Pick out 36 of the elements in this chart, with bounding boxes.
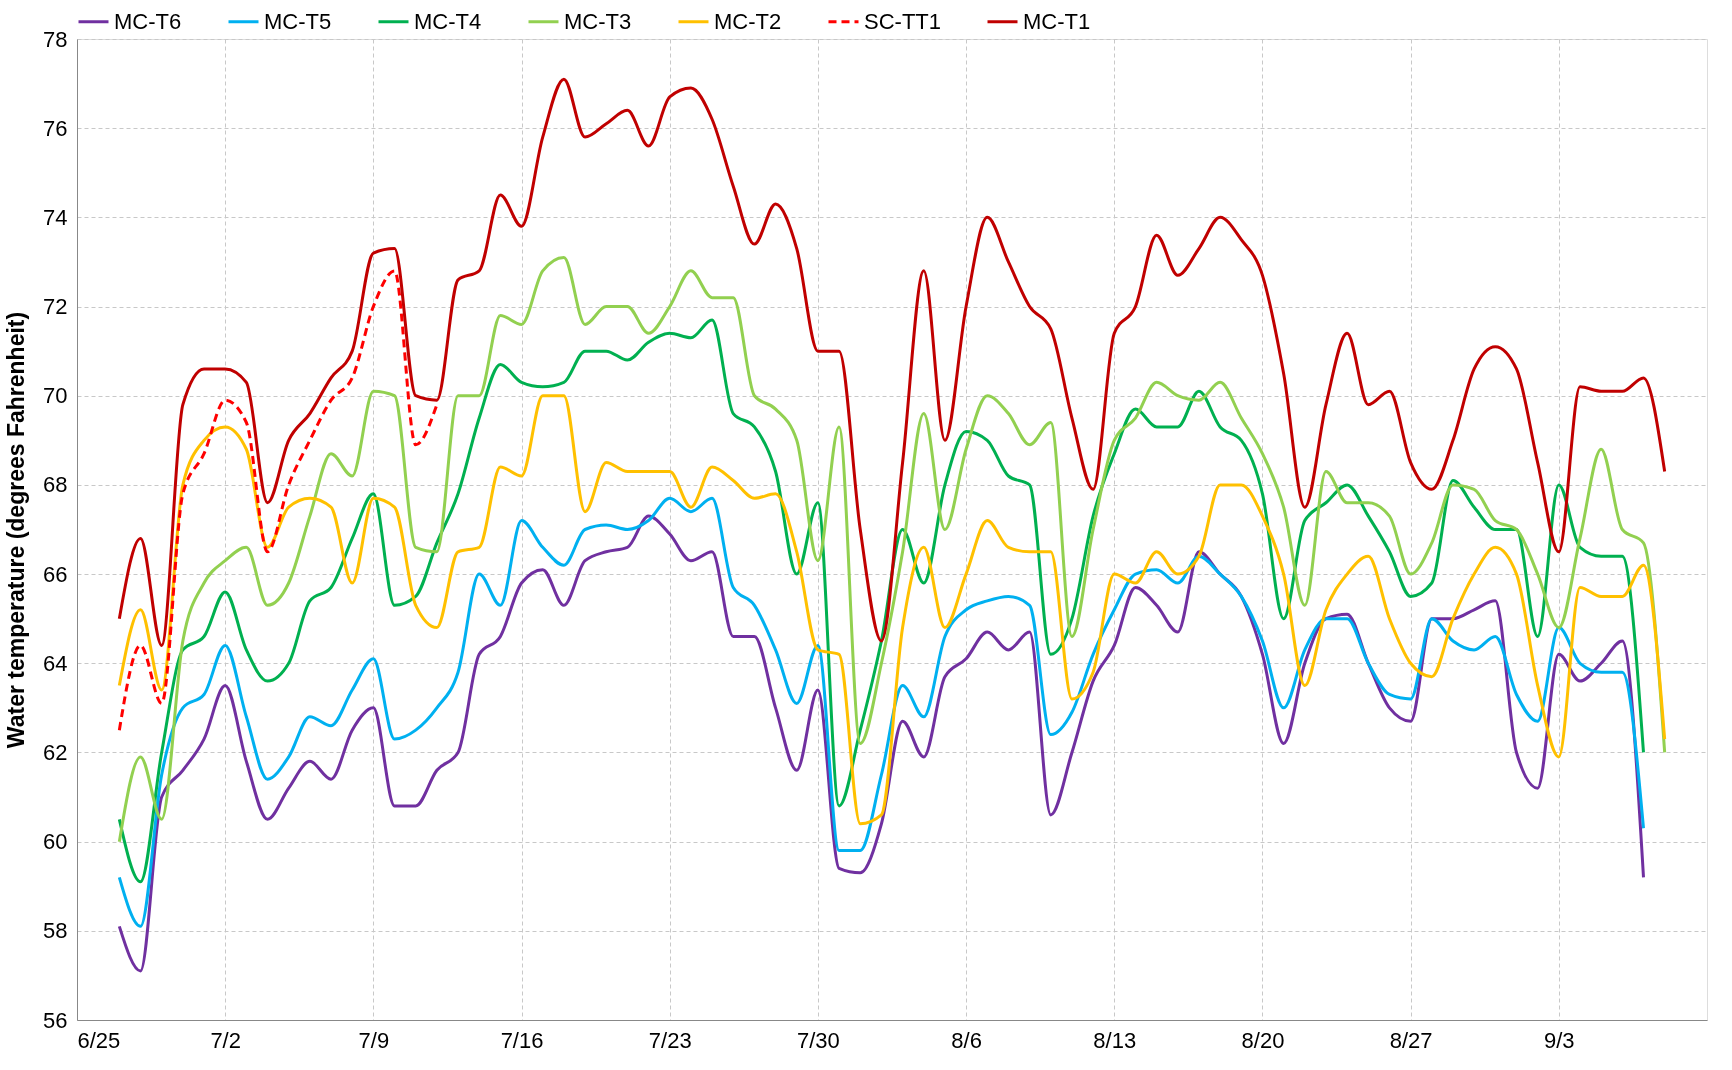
x-tick-label: 6/25: [77, 1027, 121, 1053]
legend-label: MC-T5: [264, 8, 332, 34]
line-series: [117, 269, 439, 732]
y-tick-label: 58: [43, 918, 68, 944]
legend-label: MC-T3: [564, 8, 632, 34]
y-axis-title: Water temperature (degrees Fahrenheit): [3, 311, 30, 749]
y-tick-label: 62: [43, 739, 68, 765]
y-tick-label: 64: [43, 650, 68, 676]
x-tick-label: 7/16: [500, 1027, 544, 1053]
x-tick-label: 7/30: [797, 1027, 840, 1053]
legend-label: SC-TT1: [864, 8, 941, 34]
legend-label: MC-T2: [714, 8, 782, 34]
x-tick-label: 7/23: [648, 1027, 692, 1053]
line-series: [117, 77, 1667, 647]
line-series: [117, 256, 1667, 844]
y-tick-label: 74: [43, 204, 68, 230]
x-tick-label: 7/2: [210, 1027, 241, 1053]
line-series: [117, 394, 1667, 826]
legend-label: MC-T1: [1023, 8, 1091, 34]
x-tick-label: 8/27: [1389, 1027, 1433, 1053]
y-tick-label: 60: [43, 829, 68, 855]
y-tick-label: 66: [43, 561, 68, 587]
x-tick-label: 8/20: [1241, 1027, 1285, 1053]
y-tick-label: 72: [43, 294, 68, 320]
line-series: [117, 318, 1645, 884]
legend-label: MC-T6: [114, 8, 182, 34]
y-tick-label: 68: [43, 472, 68, 498]
y-tick-label: 78: [43, 26, 68, 52]
x-tick-label: 8/6: [951, 1027, 982, 1053]
x-tick-label: 8/13: [1093, 1027, 1137, 1053]
y-tick-label: 76: [43, 115, 68, 141]
legend-label: MC-T4: [414, 8, 482, 34]
x-tick-label: 9/3: [1544, 1027, 1575, 1053]
y-tick-label: 70: [43, 383, 68, 409]
y-tick-label: 56: [43, 1007, 68, 1033]
x-tick-label: 7/9: [358, 1027, 390, 1053]
